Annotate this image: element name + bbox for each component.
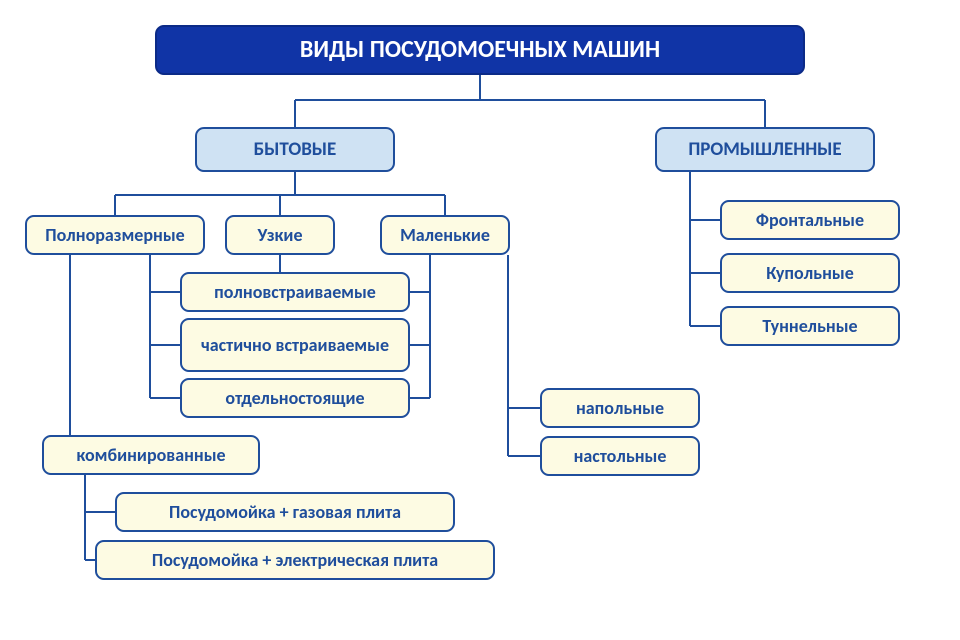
node-h_narrow: Узкие: [225, 215, 335, 255]
node-hi_full: полновстраиваемые: [180, 272, 410, 312]
node-root: ВИДЫ ПОСУДОМОЕЧНЫХ МАШИН: [155, 25, 805, 75]
node-hi_part: частично встраиваемые: [180, 318, 410, 372]
node-sm_floor: напольные: [540, 388, 700, 428]
node-c_gas: Посудомойка + газовая плита: [115, 492, 455, 532]
node-h_small: Маленькие: [380, 215, 510, 255]
node-hi_free: отдельностоящие: [180, 378, 410, 418]
node-i_dome: Купольные: [720, 253, 900, 293]
node-h_combo: комбинированные: [42, 435, 260, 475]
node-sm_table: настольные: [540, 436, 700, 476]
node-h_full: Полноразмерные: [25, 215, 205, 255]
node-cat_home: БЫТОВЫЕ: [195, 127, 395, 172]
node-i_front: Фронтальные: [720, 200, 900, 240]
node-c_elec: Посудомойка + электрическая плита: [95, 540, 495, 580]
node-cat_ind: ПРОМЫШЛЕННЫЕ: [655, 127, 875, 172]
node-i_tunnel: Туннельные: [720, 306, 900, 346]
